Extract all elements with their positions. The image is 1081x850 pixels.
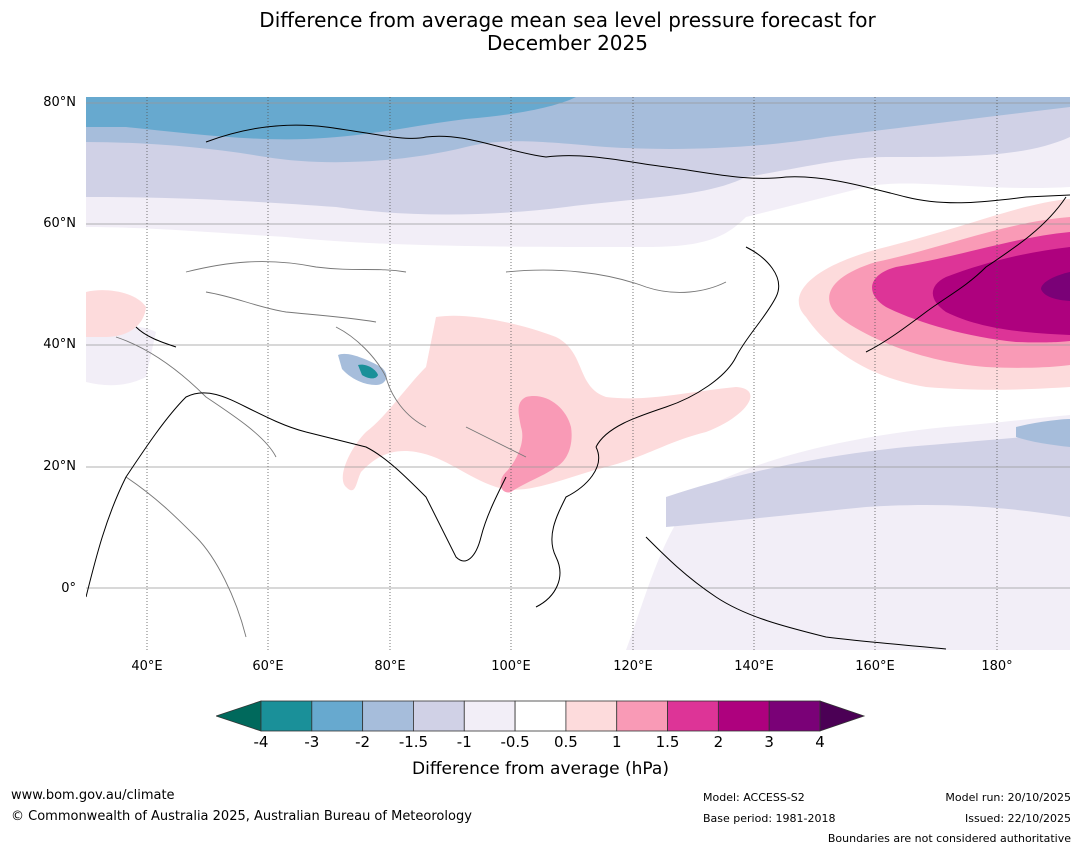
lon-label-100e: 100°E <box>491 659 531 674</box>
boundaries-note: Boundaries are not considered authoritat… <box>827 832 1071 845</box>
anomaly-asia-pink <box>500 396 572 493</box>
lon-label-40e: 40°E <box>131 659 163 674</box>
lat-label-20n: 20°N <box>43 459 76 474</box>
model-name: Model: ACCESS-S2 <box>703 791 805 804</box>
colorbar-tick-label: 1 <box>611 733 622 751</box>
anomaly-pacific-blue-grey <box>1016 419 1070 447</box>
anomaly-pacific-purple <box>1041 272 1070 301</box>
colorbar-cell <box>463 700 516 732</box>
lon-label-180: 180° <box>981 659 1013 674</box>
colorbar-cell <box>413 700 465 732</box>
colorbar-cell <box>667 700 719 732</box>
colorbar-over-triangle <box>819 700 866 732</box>
base-period: Base period: 1981-2018 <box>703 812 836 825</box>
map-svg <box>86 97 1070 650</box>
colorbar-label: Difference from average (hPa) <box>412 759 669 779</box>
pressure-anomaly-map <box>86 97 1070 650</box>
colorbar <box>216 700 866 732</box>
colorbar-tick-label: 0.5 <box>553 733 578 751</box>
colorbar-cell <box>362 700 414 732</box>
model-run: Model run: 20/10/2025 <box>945 791 1071 804</box>
title-line-1: Difference from average mean sea level p… <box>259 8 876 32</box>
colorbar-cells <box>260 700 821 732</box>
colorbar-tick-label: 4 <box>815 733 825 751</box>
meridians <box>146 97 998 650</box>
colorbar-tick-label: 1.5 <box>655 733 680 751</box>
colorbar-cell <box>565 700 618 732</box>
anomaly-pacific-dark-magenta <box>932 247 1070 335</box>
website-link[interactable]: www.bom.gov.au/climate <box>11 788 175 803</box>
colorbar-under-triangle <box>216 700 262 732</box>
colorbar-tick-label: -0.5 <box>500 733 530 751</box>
lon-label-160e: 160°E <box>855 659 895 674</box>
colorbar-tick-label: 2 <box>713 733 724 751</box>
copyright-text: © Commonwealth of Australia 2025, Austra… <box>11 809 472 824</box>
colorbar-cell <box>768 700 821 732</box>
anomaly-west-pink <box>86 290 146 337</box>
colorbar-tick-label: -2 <box>355 733 371 751</box>
colorbar-cell <box>311 700 364 732</box>
anomaly-blue-north <box>86 97 576 140</box>
title-line-2: December 2025 <box>487 31 648 55</box>
lat-label-0: 0° <box>61 581 76 596</box>
colorbar-tick-label: -1.5 <box>398 733 429 751</box>
colorbar-cell <box>717 700 770 732</box>
graticule <box>86 102 1070 589</box>
colorbar-tick-label: -3 <box>304 733 320 751</box>
lon-label-80e: 80°E <box>374 659 406 674</box>
anomaly-west-lavender <box>86 326 156 386</box>
colorbar-cell <box>260 700 313 732</box>
anomaly-contours <box>86 97 1070 650</box>
country-borders <box>115 261 727 638</box>
lat-label-60n: 60°N <box>43 216 76 231</box>
colorbar-tick-label: -1 <box>456 733 472 751</box>
colorbar-tick-label: -4 <box>253 733 269 751</box>
anomaly-pacific-light-purple <box>666 433 1070 527</box>
lon-label-140e: 140°E <box>734 659 774 674</box>
colorbar-cell <box>616 700 668 732</box>
issued-date: Issued: 22/10/2025 <box>964 812 1071 825</box>
anomaly-himalaya-core <box>358 364 378 379</box>
lon-label-120e: 120°E <box>613 659 653 674</box>
chart-title: Difference from average mean sea level p… <box>0 9 1081 55</box>
lon-label-60e: 60°E <box>252 659 284 674</box>
lat-label-80n: 80°N <box>43 95 76 110</box>
colorbar-cell <box>514 700 567 732</box>
colorbar-tick-label: 3 <box>764 733 774 751</box>
coastlines <box>86 124 1070 650</box>
lat-label-40n: 40°N <box>43 337 76 352</box>
